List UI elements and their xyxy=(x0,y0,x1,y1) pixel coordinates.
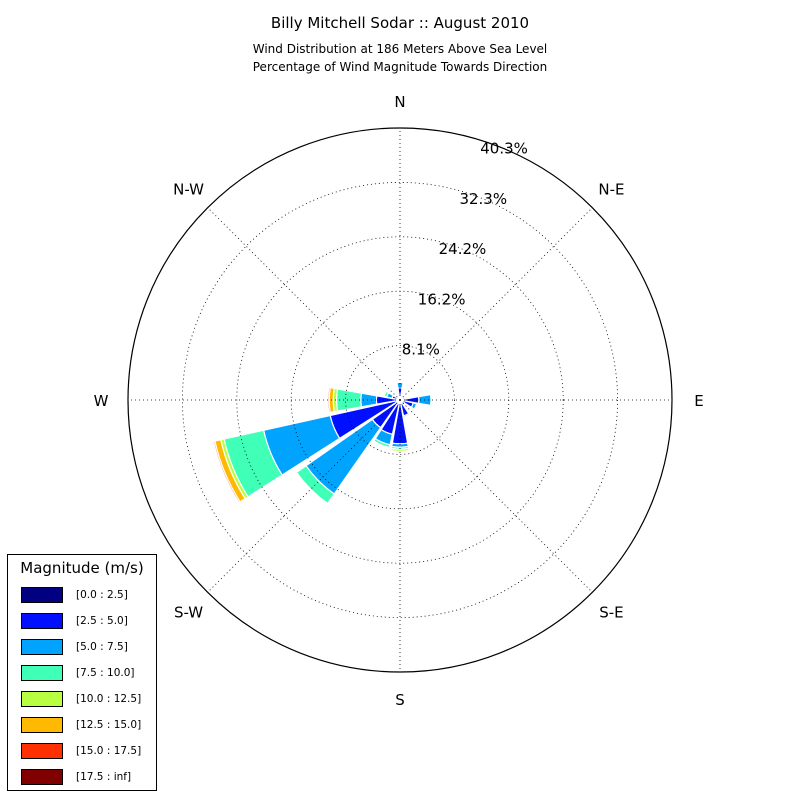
radial-tick-label: 40.3% xyxy=(480,140,528,158)
radial-tick-labels: 8.1% 16.2% 24.2% 32.3% 40.3% xyxy=(402,140,528,359)
legend-swatch xyxy=(21,691,63,707)
direction-label: N xyxy=(394,93,405,111)
legend-swatch xyxy=(21,613,63,629)
direction-label: W xyxy=(94,392,109,410)
grid-spoke xyxy=(399,207,593,401)
wind-bar-segment xyxy=(212,440,241,504)
legend-label: [2.5 : 5.0] xyxy=(76,615,128,627)
wind-bar-segment xyxy=(396,381,404,389)
grid-circle xyxy=(181,181,619,619)
grid-spoke xyxy=(207,399,401,593)
grid-circle xyxy=(345,345,455,455)
legend-label: [5.0 : 7.5] xyxy=(76,641,128,653)
legend: Magnitude (m/s) [0.0 : 2.5] [2.5 : 5.0] [5… xyxy=(7,554,157,791)
legend-label: [15.0 : 17.5] xyxy=(76,745,142,757)
chart-subtitle-line-2: Percentage of Wind Magnitude Towards Dir… xyxy=(253,60,547,74)
chart-title: Billy Mitchell Sodar :: August 2010 xyxy=(271,14,529,32)
wind-bar-segment xyxy=(410,402,418,410)
wind-bar-segment xyxy=(402,412,411,418)
direction-labels: N N-E E S-E S S-W W N-W xyxy=(94,93,704,709)
wind-bar-segment xyxy=(373,437,391,449)
legend-swatch xyxy=(21,769,63,785)
legend-swatch xyxy=(21,717,63,733)
grid-circle xyxy=(236,236,564,564)
legend-swatch xyxy=(21,743,63,759)
radial-tick-label: 24.2% xyxy=(439,240,487,258)
radial-tick-label: 8.1% xyxy=(402,341,440,359)
chart-subtitle-line-1: Wind Distribution at 186 Meters Above Se… xyxy=(253,42,548,56)
legend-label: [0.0 : 2.5] xyxy=(76,589,128,601)
wind-bar-segment xyxy=(295,464,336,505)
direction-label: S-E xyxy=(599,603,623,621)
direction-label: S-W xyxy=(174,603,203,621)
wind-bar-segment xyxy=(390,447,410,452)
wind-bar-segment xyxy=(396,395,401,400)
wind-bar-segment xyxy=(327,386,331,414)
polar-grid xyxy=(128,128,672,672)
direction-label: E xyxy=(694,392,703,410)
direction-label: S xyxy=(395,691,405,709)
radial-tick-label: 32.3% xyxy=(459,190,507,208)
legend-label: [17.5 : inf] xyxy=(76,771,132,783)
legend-label: [12.5 : 15.0] xyxy=(76,719,142,731)
wind-bars xyxy=(212,381,432,505)
legend-label: [10.0 : 12.5] xyxy=(76,693,142,705)
polar-outline xyxy=(127,127,673,673)
legend-swatch xyxy=(21,587,63,603)
direction-label: N-W xyxy=(173,181,204,199)
legend-swatch xyxy=(21,665,63,681)
radial-tick-label: 16.2% xyxy=(418,290,466,308)
legend-title: Magnitude (m/s) xyxy=(20,559,144,577)
wind-bar-segment xyxy=(335,388,363,412)
legend-swatch xyxy=(21,639,63,655)
wind-bar-segment xyxy=(382,389,388,398)
direction-label: N-E xyxy=(598,181,624,199)
grid-spoke xyxy=(399,399,593,593)
grid-spoke xyxy=(207,207,401,401)
legend-label: [7.5 : 10.0] xyxy=(76,667,135,679)
